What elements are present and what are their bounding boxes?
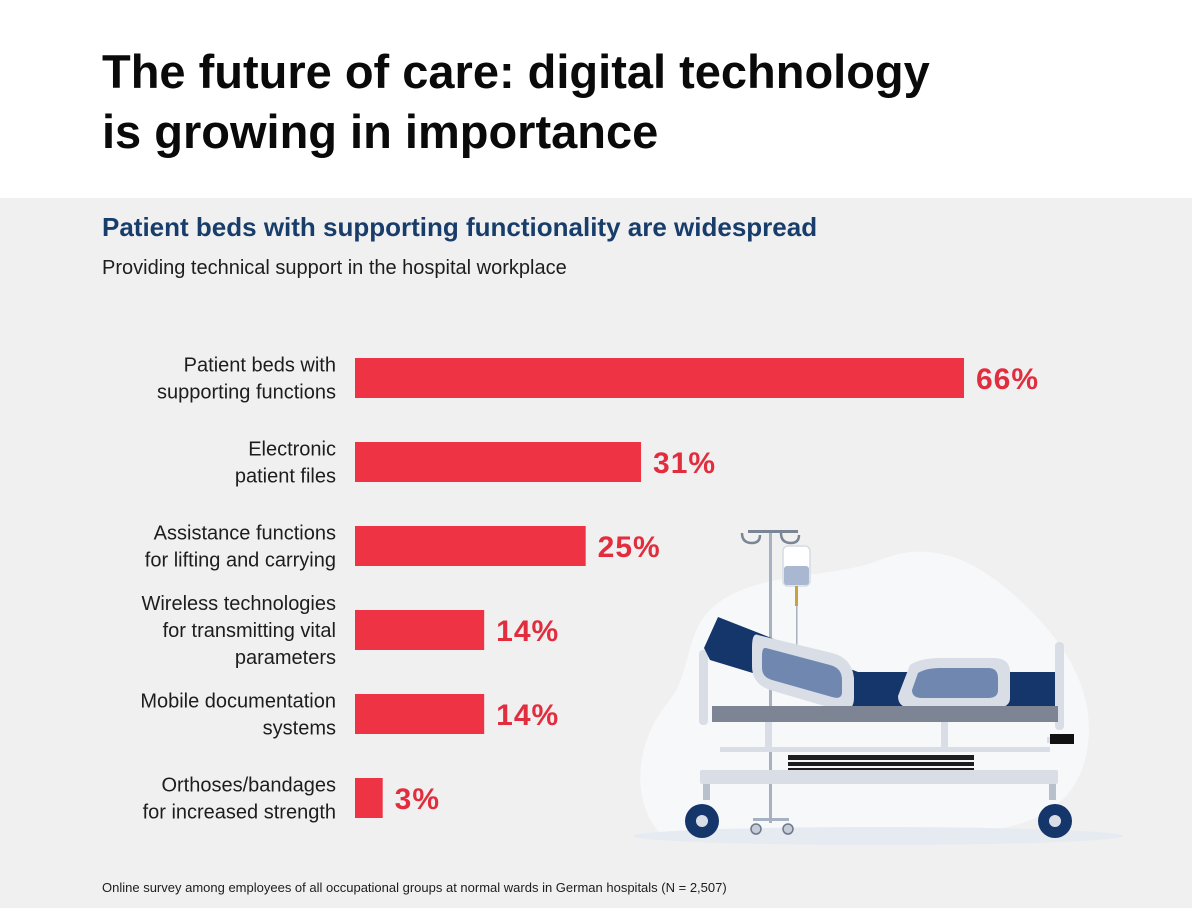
- chart-description: Providing technical support in the hospi…: [102, 257, 567, 279]
- category-label-line: for increased strength: [143, 802, 336, 824]
- bar: [355, 694, 485, 734]
- category-label-line: parameters: [235, 647, 336, 669]
- bar-value-label: 31%: [653, 447, 716, 480]
- bar-value-label: 14%: [496, 615, 559, 648]
- category-label-line: Orthoses/bandages: [161, 775, 336, 797]
- bar: [355, 778, 383, 818]
- header-band: The future of care: digital technology i…: [0, 0, 1192, 198]
- category-label-line: Electronic: [248, 439, 336, 461]
- title-line-2: is growing in importance: [102, 105, 659, 158]
- category-label-line: systems: [263, 718, 336, 740]
- footnote: Online survey among employees of all occ…: [102, 880, 727, 895]
- chart-subtitle: Patient beds with supporting functionali…: [102, 212, 818, 242]
- category-label-line: for transmitting vital: [163, 620, 336, 642]
- category-label-line: Patient beds with: [184, 355, 336, 377]
- title-line-1: The future of care: digital technology: [102, 45, 930, 98]
- page-title: The future of care: digital technology i…: [102, 42, 1102, 162]
- value-labels: 66% 31% 25% 14% 14% 3%: [395, 363, 1039, 816]
- bar-value-label: 66%: [976, 363, 1039, 396]
- category-labels: Patient beds with supporting functions Ele…: [140, 355, 336, 824]
- category-label-line: for lifting and carrying: [145, 550, 336, 572]
- category-label-line: Assistance functions: [154, 523, 336, 545]
- bar: [355, 358, 964, 398]
- category-label-line: Mobile documentation: [140, 691, 336, 713]
- bar-value-label: 14%: [496, 699, 559, 732]
- bar: [355, 526, 586, 566]
- bar-chart: Patient beds with supporting functions Ele…: [140, 355, 1039, 824]
- bar-value-label: 25%: [598, 531, 661, 564]
- category-label-line: Wireless technologies: [141, 593, 336, 615]
- bar-value-label: 3%: [395, 783, 440, 816]
- category-label-line: supporting functions: [157, 382, 336, 404]
- bar: [355, 610, 485, 650]
- bar: [355, 442, 642, 482]
- bars: [355, 358, 964, 818]
- category-label-line: patient files: [235, 466, 336, 488]
- hospital-bed-icon: [633, 530, 1123, 845]
